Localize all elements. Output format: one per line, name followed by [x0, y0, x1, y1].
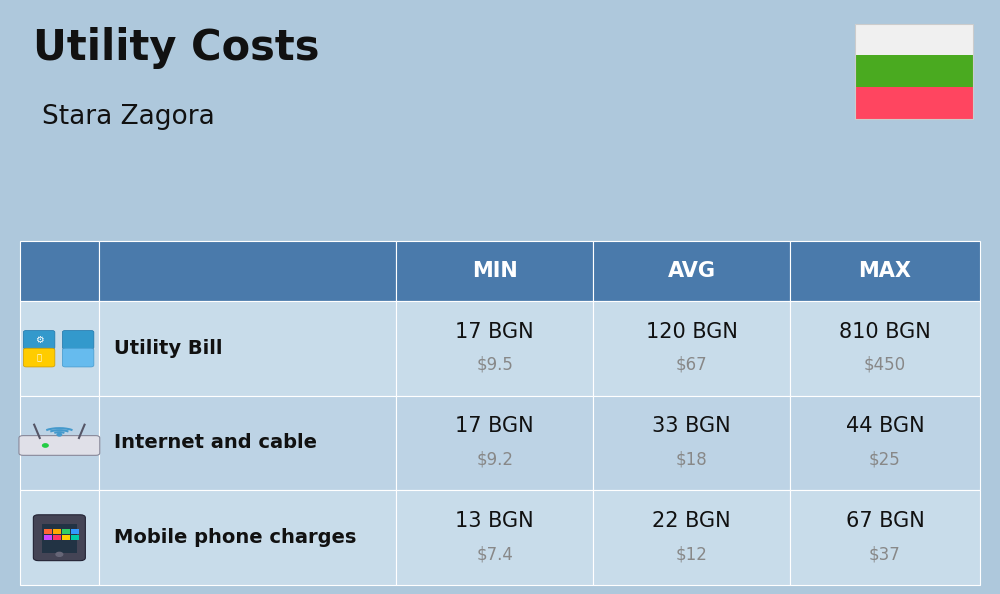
Bar	[62, 535, 70, 539]
FancyBboxPatch shape	[62, 330, 94, 349]
Bar	[396, 301, 593, 396]
Text: 810 BGN: 810 BGN	[839, 321, 931, 342]
Text: Mobile phone charges: Mobile phone charges	[114, 528, 356, 547]
Bar	[20, 241, 99, 301]
Text: $9.2: $9.2	[476, 451, 513, 469]
Bar	[855, 55, 973, 87]
Text: 67 BGN: 67 BGN	[846, 511, 924, 531]
Bar	[593, 396, 790, 491]
Text: 13 BGN: 13 BGN	[455, 511, 534, 531]
FancyBboxPatch shape	[62, 348, 94, 367]
Bar	[790, 396, 980, 491]
Text: 22 BGN: 22 BGN	[652, 511, 731, 531]
FancyBboxPatch shape	[23, 330, 55, 349]
Text: $450: $450	[864, 356, 906, 374]
Circle shape	[43, 444, 48, 447]
Text: ⚙: ⚙	[35, 334, 44, 345]
Bar	[593, 491, 790, 585]
Text: MIN: MIN	[472, 261, 518, 281]
Text: $67: $67	[676, 356, 707, 374]
Bar	[99, 301, 396, 396]
Bar	[42, 525, 77, 552]
Text: $7.4: $7.4	[476, 545, 513, 563]
Bar	[790, 491, 980, 585]
Text: $9.5: $9.5	[476, 356, 513, 374]
Bar	[53, 535, 61, 539]
Bar	[593, 301, 790, 396]
Bar	[99, 491, 396, 585]
Bar	[396, 491, 593, 585]
Bar	[71, 535, 79, 539]
Text: Utility Bill: Utility Bill	[114, 339, 222, 358]
Bar	[593, 241, 790, 301]
Text: Stara Zagora: Stara Zagora	[42, 104, 215, 130]
Circle shape	[57, 434, 62, 436]
Bar	[790, 241, 980, 301]
Text: AVG: AVG	[668, 261, 716, 281]
Text: $25: $25	[869, 451, 901, 469]
Bar	[790, 301, 980, 396]
Bar	[855, 24, 973, 119]
Text: $18: $18	[676, 451, 707, 469]
FancyBboxPatch shape	[33, 515, 85, 561]
Text: 120 BGN: 120 BGN	[646, 321, 737, 342]
Bar	[396, 241, 593, 301]
Text: 44 BGN: 44 BGN	[846, 416, 924, 437]
Text: 🔌: 🔌	[37, 353, 42, 362]
Text: $12: $12	[676, 545, 707, 563]
Bar	[53, 529, 61, 533]
Bar	[855, 87, 973, 119]
FancyBboxPatch shape	[19, 435, 100, 456]
Bar	[62, 529, 70, 533]
Bar	[396, 396, 593, 491]
Circle shape	[56, 552, 63, 557]
Text: 33 BGN: 33 BGN	[652, 416, 731, 437]
FancyBboxPatch shape	[23, 348, 55, 367]
Text: Internet and cable: Internet and cable	[114, 434, 317, 453]
Bar	[20, 396, 99, 491]
Text: 17 BGN: 17 BGN	[455, 416, 534, 437]
Bar	[71, 529, 79, 533]
Text: 17 BGN: 17 BGN	[455, 321, 534, 342]
Bar	[20, 301, 99, 396]
Text: $37: $37	[869, 545, 901, 563]
Bar	[20, 491, 99, 585]
Bar	[44, 529, 52, 533]
Bar	[44, 535, 52, 539]
Bar	[99, 241, 396, 301]
Bar	[99, 396, 396, 491]
Text: MAX: MAX	[858, 261, 911, 281]
Text: Utility Costs: Utility Costs	[33, 27, 320, 69]
Bar	[855, 24, 973, 55]
